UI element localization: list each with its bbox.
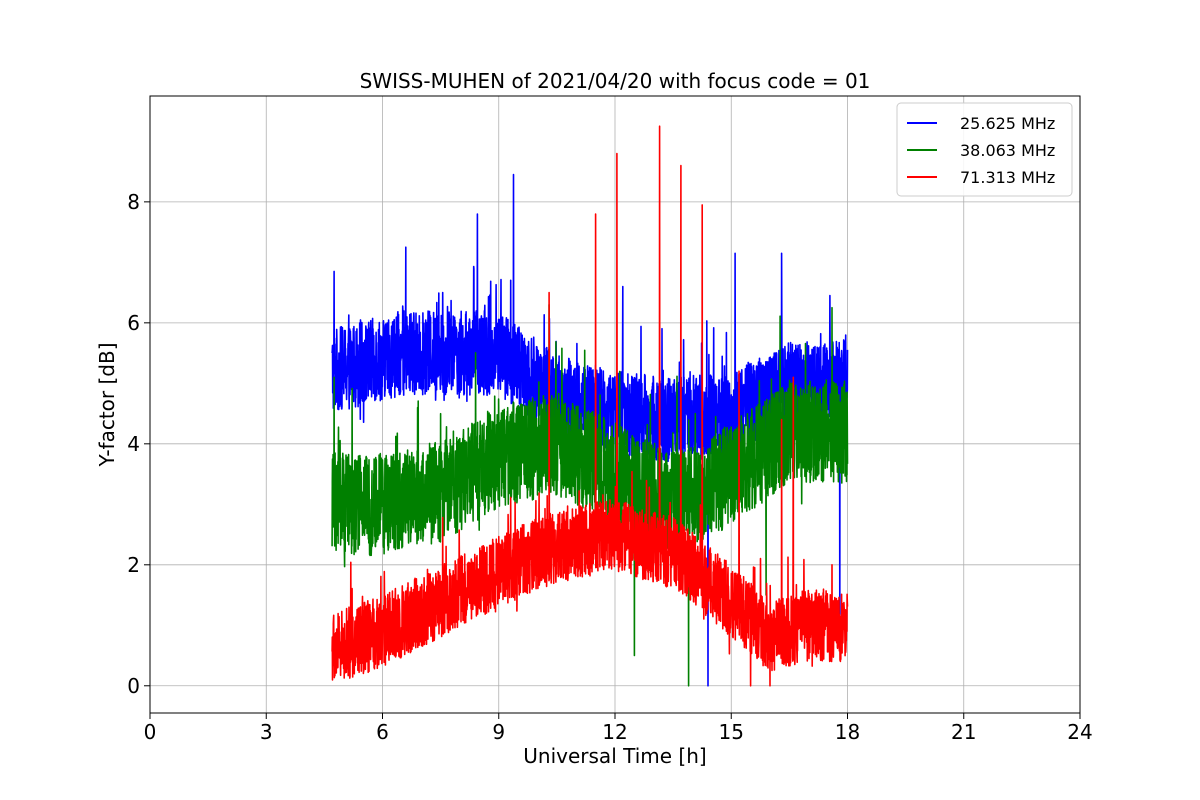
legend-box bbox=[896, 102, 1073, 197]
x-tick-label: 21 bbox=[951, 720, 976, 744]
legend-entry-label: 25.625 MHz bbox=[960, 114, 1055, 133]
chart-title: SWISS-MUHEN of 2021/04/20 with focus cod… bbox=[360, 69, 871, 93]
legend-entry-label: 71.313 MHz bbox=[960, 168, 1055, 187]
x-tick-label: 0 bbox=[144, 720, 157, 744]
x-tick-label: 15 bbox=[719, 720, 744, 744]
y-tick-label: 4 bbox=[127, 432, 140, 456]
legend-entry-label: 38.063 MHz bbox=[960, 141, 1055, 160]
y-tick-label: 0 bbox=[127, 674, 140, 698]
x-tick-label: 12 bbox=[602, 720, 627, 744]
x-tick-label: 3 bbox=[260, 720, 273, 744]
y-axis-label: Y-factor [dB] bbox=[95, 342, 119, 467]
series-line-2 bbox=[331, 303, 849, 687]
legend: 25.625 MHz 38.063 MHz 71.313 MHz bbox=[896, 102, 1073, 197]
x-axis-label: Universal Time [h] bbox=[523, 744, 706, 768]
x-tick-label: 6 bbox=[376, 720, 389, 744]
series-line-3 bbox=[331, 125, 849, 687]
y-tick-label: 8 bbox=[127, 190, 140, 214]
series-line-1 bbox=[331, 173, 849, 687]
y-tick-label: 2 bbox=[127, 553, 140, 577]
y-tick-label: 6 bbox=[127, 311, 140, 335]
series-layer bbox=[331, 125, 849, 687]
x-tick-label: 24 bbox=[1067, 720, 1092, 744]
x-tick-label: 18 bbox=[835, 720, 860, 744]
x-tick-label: 9 bbox=[492, 720, 505, 744]
